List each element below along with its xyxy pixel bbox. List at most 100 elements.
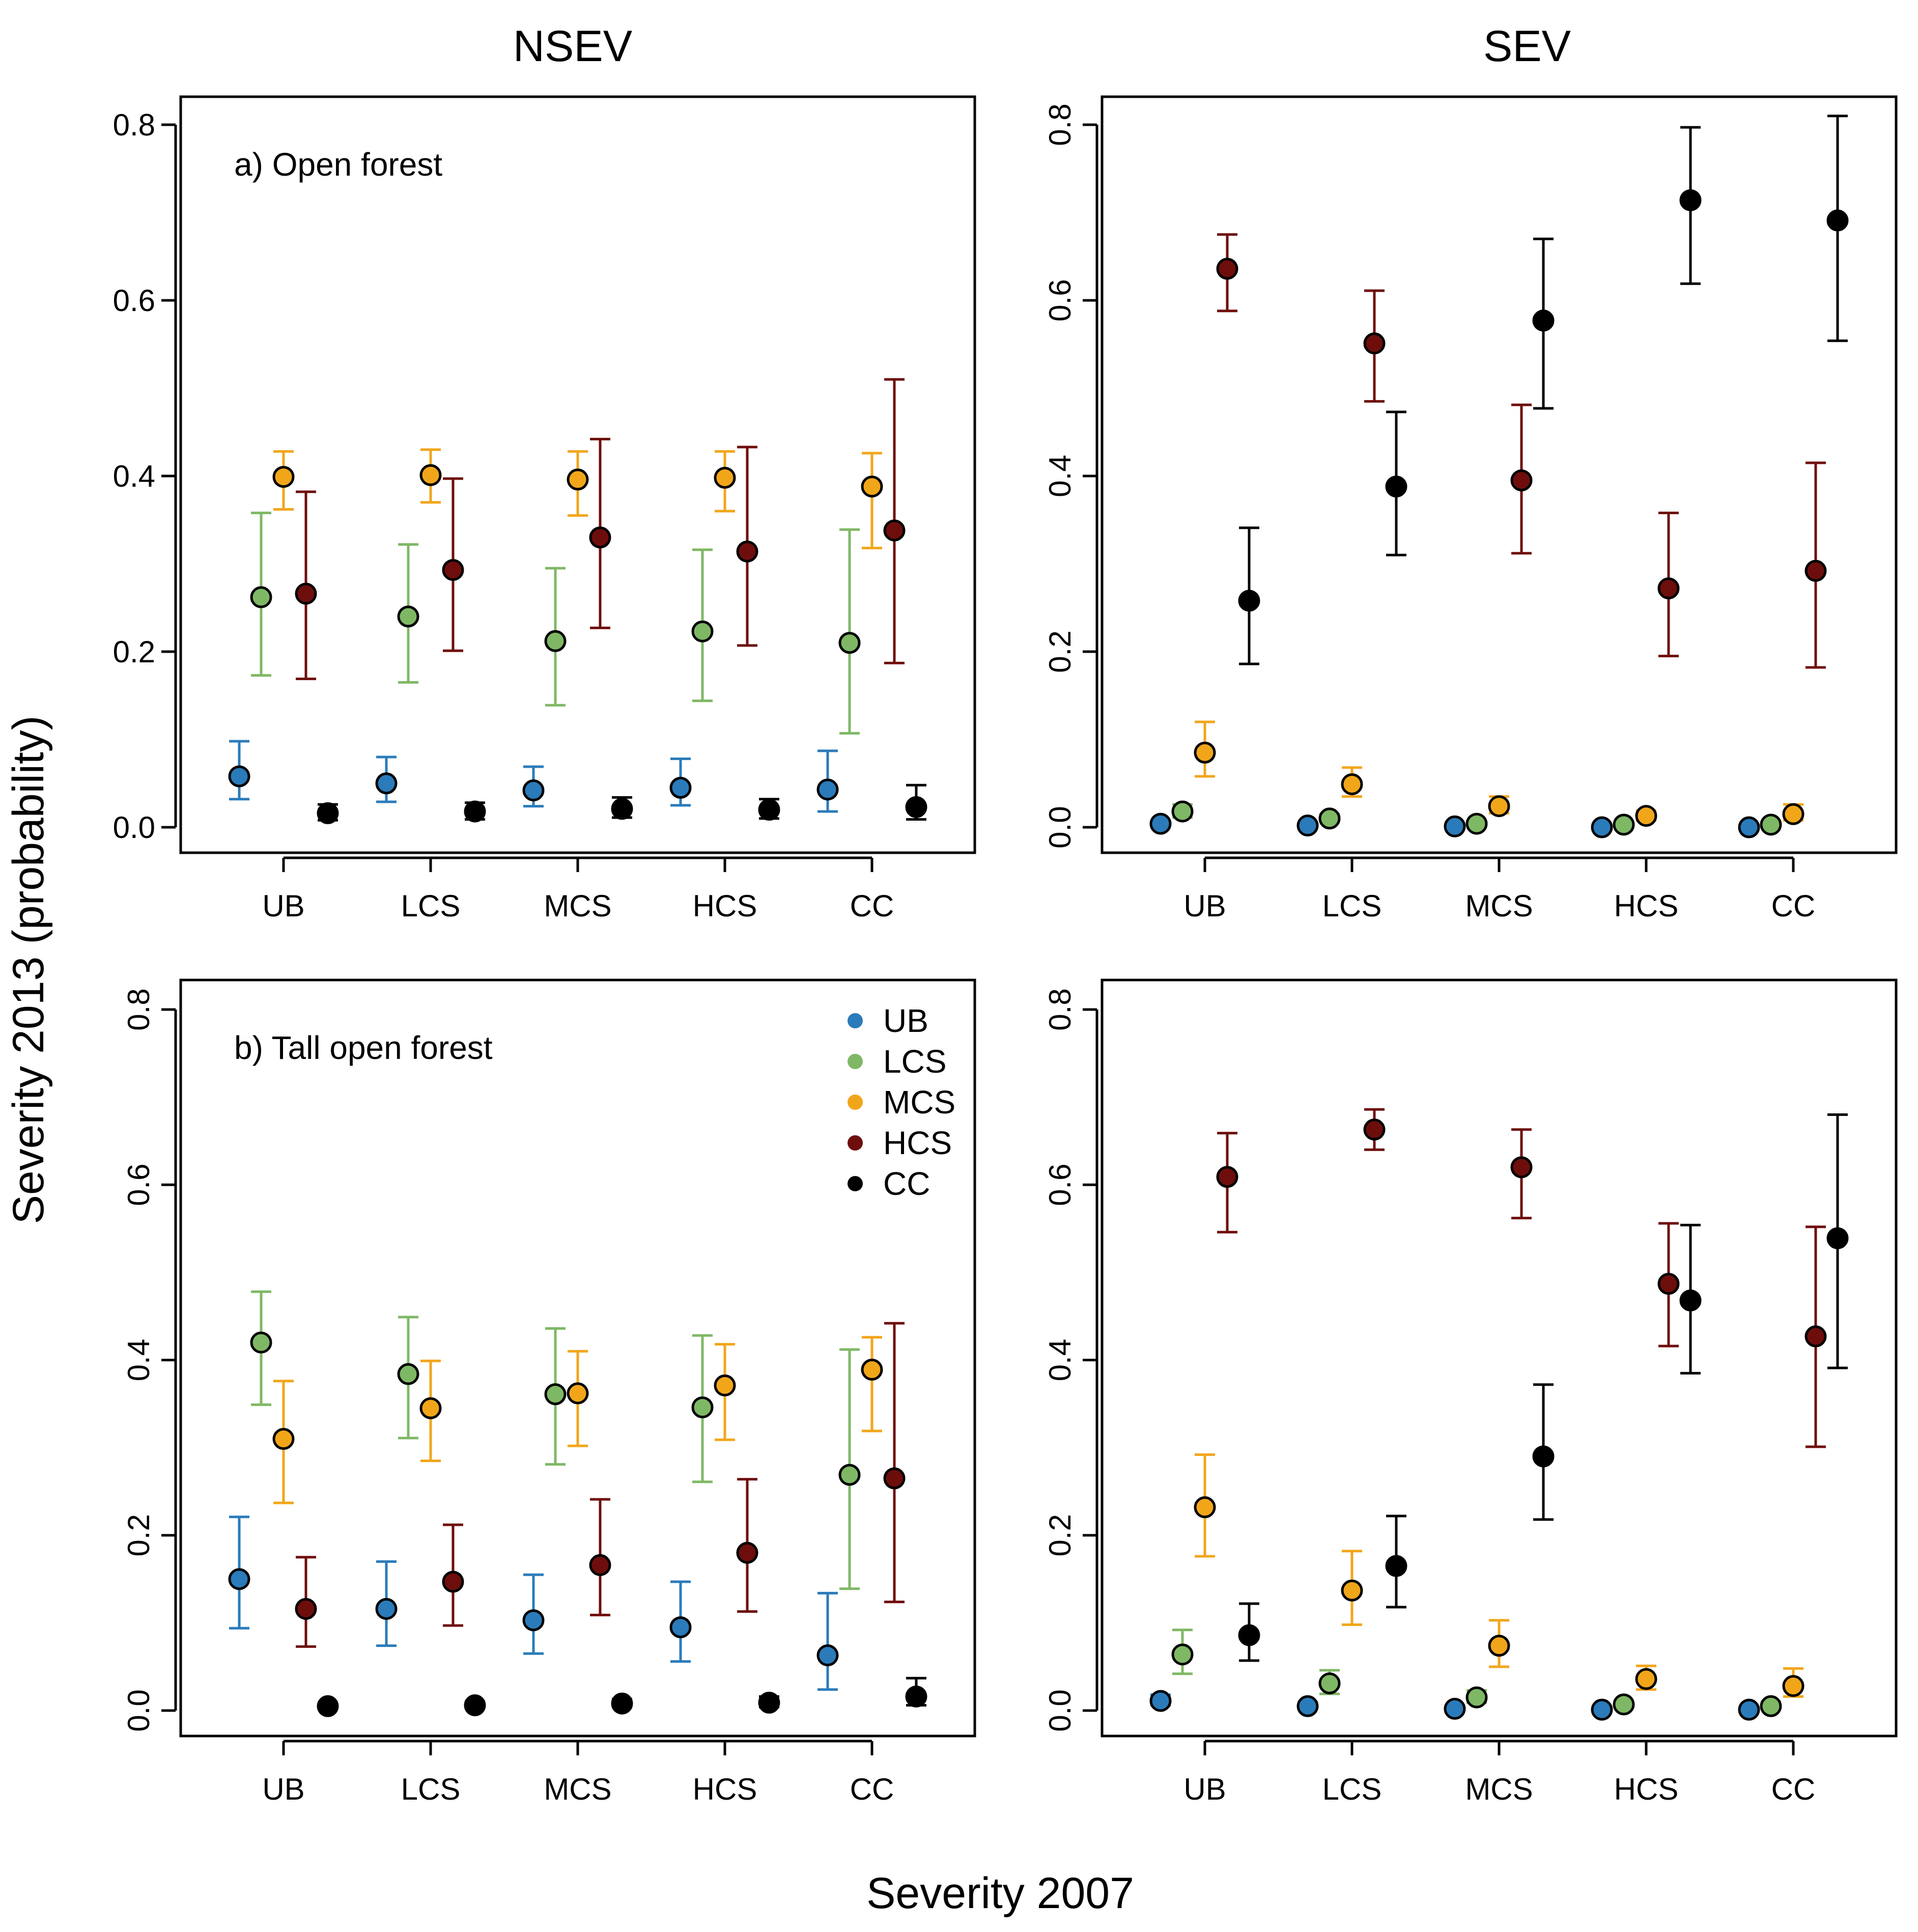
point-cc	[1238, 590, 1260, 612]
point-mcs	[1488, 1635, 1510, 1657]
point-hcs	[442, 559, 464, 581]
point-mcs	[419, 464, 442, 486]
legend-label-ub: UB	[883, 1002, 928, 1039]
point-hcs	[442, 1571, 464, 1593]
point-mcs	[1194, 741, 1216, 764]
point-mcs	[1635, 1668, 1657, 1690]
y-tick-label: 0.2	[113, 635, 155, 669]
point-mcs	[861, 475, 883, 498]
point-lcs	[544, 630, 567, 652]
point-cc	[317, 1695, 339, 1717]
point-ub	[1738, 1698, 1760, 1721]
point-ub	[522, 1609, 545, 1632]
point-mcs	[1488, 795, 1510, 818]
point-mcs	[714, 466, 736, 489]
x-axis-label: Severity 2007	[866, 1869, 1134, 1918]
point-ub	[228, 765, 250, 788]
panel-label: b) Tall open forest	[234, 1029, 493, 1066]
point-ub	[375, 1598, 398, 1620]
plot-frame	[1101, 95, 1898, 854]
x-tick-label-lcs: LCS	[1322, 1772, 1382, 1806]
x-tick-label-hcs: HCS	[1614, 1772, 1679, 1806]
x-tick-label-ub: UB	[1183, 889, 1226, 923]
point-mcs	[714, 1374, 736, 1396]
y-tick-label: 0.6	[1043, 279, 1077, 321]
y-tick-label: 0.4	[113, 459, 155, 493]
point-mcs	[1782, 1675, 1804, 1697]
point-ub	[228, 1568, 250, 1590]
x-tick-label-cc: CC	[1771, 1772, 1816, 1806]
point-cc	[1385, 1555, 1407, 1577]
x-tick-label-lcs: LCS	[1322, 889, 1382, 923]
point-lcs	[1760, 814, 1782, 836]
point-cc	[611, 1692, 633, 1715]
point-lcs	[838, 1464, 861, 1486]
point-cc	[1385, 475, 1407, 498]
panel-nsev-open-forest: 0.0 0.2 0.4 0.6 0.8 UB LCS MCS HCS CC a) Open fore…	[113, 95, 976, 923]
point-hcs	[1510, 469, 1533, 492]
point-cc	[1238, 1624, 1260, 1646]
x-tick-label-cc: CC	[850, 1772, 894, 1806]
x-tick-label-mcs: MCS	[1465, 889, 1533, 923]
point-ub	[816, 1644, 839, 1667]
point-hcs	[1657, 1273, 1680, 1295]
point-ub	[1444, 1698, 1466, 1720]
plot-frame	[179, 95, 976, 854]
x-tick-label-lcs: LCS	[401, 1772, 461, 1806]
x-tick-label-hcs: HCS	[1614, 889, 1679, 923]
point-ub	[1296, 1695, 1319, 1717]
x-tick-label-mcs: MCS	[1465, 1772, 1533, 1806]
point-lcs	[397, 1363, 419, 1385]
point-ub	[375, 772, 398, 795]
y-tick-label: 0.8	[122, 988, 156, 1030]
point-hcs	[736, 540, 758, 563]
point-lcs	[1171, 1643, 1194, 1666]
point-ub	[1738, 816, 1760, 838]
point-mcs	[1782, 803, 1804, 825]
y-tick-label: 0.0	[122, 1689, 156, 1731]
point-hcs	[589, 1554, 611, 1576]
point-ub	[1296, 815, 1319, 837]
point-ub	[816, 778, 839, 801]
x-tick-label-hcs: HCS	[693, 889, 757, 923]
point-hcs	[1363, 332, 1386, 355]
point-lcs	[544, 1383, 567, 1406]
panel-label: a) Open forest	[234, 146, 442, 183]
legend-marker-hcs	[848, 1135, 863, 1151]
point-lcs	[1760, 1695, 1782, 1717]
panel-sev-open-forest: 0.0 0.2 0.4 0.6 0.8 UB LCS MCS HCS CC	[1043, 95, 1898, 923]
point-lcs	[1465, 1686, 1488, 1709]
point-hcs	[589, 526, 611, 549]
point-ub	[669, 1616, 692, 1638]
y-tick-label: 0.4	[1043, 455, 1077, 497]
y-tick-label: 0.2	[1043, 630, 1077, 673]
point-mcs	[1341, 1579, 1363, 1602]
legend-label-mcs: MCS	[883, 1084, 955, 1121]
point-cc	[758, 799, 780, 821]
y-tick-label: 0.8	[113, 108, 155, 142]
point-lcs	[1613, 814, 1635, 836]
title-nsev: NSEV	[513, 22, 632, 71]
point-ub	[522, 779, 545, 802]
point-ub	[669, 776, 692, 799]
x-tick-label-cc: CC	[1771, 889, 1816, 923]
point-ub	[1444, 815, 1466, 837]
point-hcs	[1804, 1325, 1827, 1348]
legend-marker-ub	[848, 1013, 863, 1028]
legend-marker-cc	[848, 1176, 863, 1191]
x-tick-label-mcs: MCS	[544, 1772, 611, 1806]
point-cc	[464, 1694, 486, 1717]
point-lcs	[1171, 800, 1194, 823]
point-cc	[1532, 1445, 1555, 1468]
y-tick-label: 0.4	[122, 1339, 156, 1381]
point-hcs	[295, 582, 317, 605]
point-cc	[1679, 189, 1702, 211]
point-lcs	[250, 1331, 272, 1354]
panel-sev-tall-open-forest: 0.0 0.2 0.4 0.6 0.8 UB LCS MCS HCS CC	[1043, 978, 1898, 1806]
point-cc	[1826, 1227, 1849, 1249]
point-hcs	[883, 1467, 906, 1490]
point-ub	[1149, 1690, 1172, 1712]
point-cc	[905, 796, 927, 818]
x-tick-label-cc: CC	[850, 889, 894, 923]
